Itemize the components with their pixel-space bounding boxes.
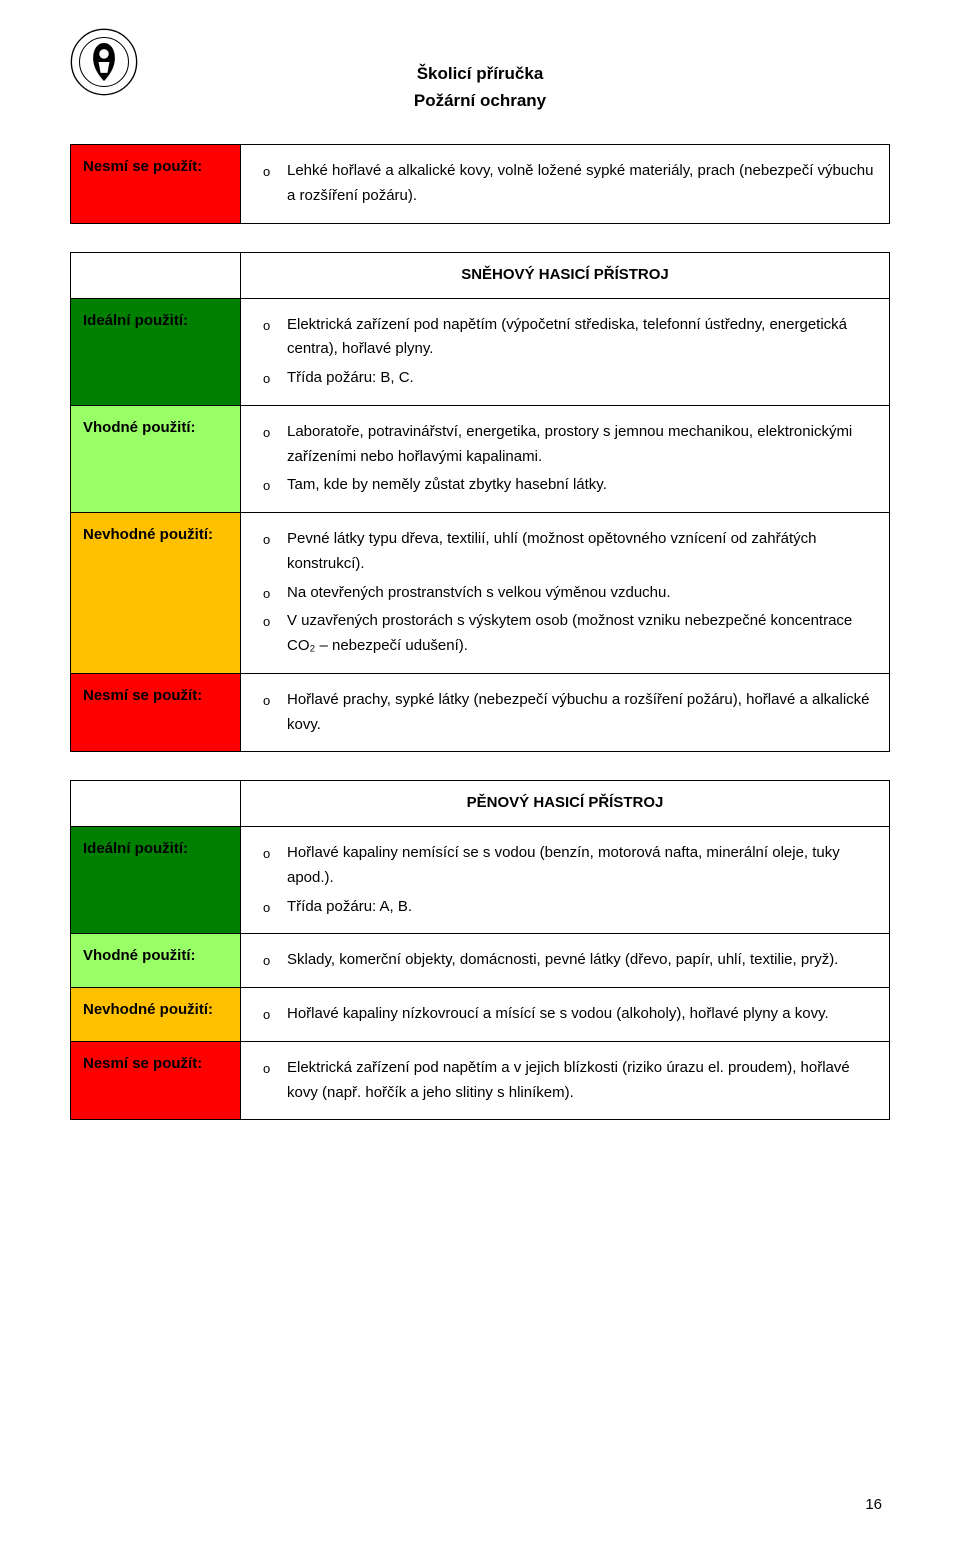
label-text: Ideální použití: [83, 840, 188, 857]
title-left-empty [71, 252, 241, 298]
list-item: oTam, kde by neměly zůstat zbytky hasebn… [253, 473, 877, 498]
list-item: oV uzavřených prostorách s výskytem osob… [253, 609, 877, 659]
bullet-icon: o [253, 1002, 287, 1025]
row-label-nesmi: Nesmí se použít: [71, 673, 241, 752]
row-label-idealni: Ideální použití: [71, 827, 241, 934]
header-title-1: Školicí příručka [70, 60, 890, 87]
list-item: oHořlavé kapaliny nemísící se s vodou (b… [253, 841, 877, 891]
list-item: oLaboratoře, potravinářství, energetika,… [253, 420, 877, 470]
table-row: Nevhodné použití: oHořlavé kapaliny nízk… [71, 988, 890, 1042]
header-title-2: Požární ochrany [70, 87, 890, 114]
intro-table: Nesmí se použít: o Lehké hořlavé a alkal… [70, 144, 890, 224]
bullet-text: Na otevřených prostranstvích s velkou vý… [287, 581, 877, 606]
table-row: Ideální použití: oHořlavé kapaliny nemís… [71, 827, 890, 934]
label-text: Vhodné použití: [83, 419, 195, 436]
document-header: Školicí příručka Požární ochrany [70, 60, 890, 114]
bullet-text: Hořlavé prachy, sypké látky (nebezpečí v… [287, 688, 877, 738]
bullet-text: Tam, kde by neměly zůstat zbytky hasební… [287, 473, 877, 498]
bullet-text: Sklady, komerční objekty, domácnosti, pe… [287, 948, 877, 973]
list-item: oNa otevřených prostranstvích s velkou v… [253, 581, 877, 606]
bullet-icon: o [253, 527, 287, 550]
row-label-vhodne: Vhodné použití: [71, 405, 241, 512]
row-content: oElektrická zařízení pod napětím a v jej… [241, 1041, 890, 1120]
list-item: oHořlavé kapaliny nízkovroucí a mísící s… [253, 1002, 877, 1027]
bullet-text: Třída požáru: A, B. [287, 895, 877, 920]
table-row: Nevhodné použití: oPevné látky typu dřev… [71, 513, 890, 674]
title-row: SNĚHOVÝ HASICÍ PŘÍSTROJ [71, 252, 890, 298]
bullet-icon: o [253, 473, 287, 496]
table-row: Nesmí se použít: oHořlavé prachy, sypké … [71, 673, 890, 752]
title-left-empty [71, 781, 241, 827]
bullet-icon: o [253, 366, 287, 389]
row-content: oHořlavé kapaliny nízkovroucí a mísící s… [241, 988, 890, 1042]
foam-extinguisher-table: PĚNOVÝ HASICÍ PŘÍSTROJ Ideální použití: … [70, 780, 890, 1120]
table-title: SNĚHOVÝ HASICÍ PŘÍSTROJ [241, 252, 890, 298]
bullet-text: Laboratoře, potravinářství, energetika, … [287, 420, 877, 470]
label-text: Nevhodné použití: [83, 1001, 213, 1018]
title-row: PĚNOVÝ HASICÍ PŘÍSTROJ [71, 781, 890, 827]
row-label-idealni: Ideální použití: [71, 298, 241, 405]
bullet-text: Hořlavé kapaliny nemísící se s vodou (be… [287, 841, 877, 891]
table-title: PĚNOVÝ HASICÍ PŘÍSTROJ [241, 781, 890, 827]
page-number: 16 [865, 1496, 882, 1513]
row-content: oHořlavé kapaliny nemísící se s vodou (b… [241, 827, 890, 934]
bullet-icon: o [253, 609, 287, 632]
label-text: Nesmí se použít: [83, 687, 202, 704]
list-item: oHořlavé prachy, sypké látky (nebezpečí … [253, 688, 877, 738]
bullet-icon: o [253, 895, 287, 918]
list-item: oSklady, komerční objekty, domácnosti, p… [253, 948, 877, 973]
row-label-nevhodne: Nevhodné použití: [71, 988, 241, 1042]
table-row: Nesmí se použít: oElektrická zařízení po… [71, 1041, 890, 1120]
row-content: o Lehké hořlavé a alkalické kovy, volně … [241, 145, 890, 224]
list-item: oTřída požáru: B, C. [253, 366, 877, 391]
list-item: oTřída požáru: A, B. [253, 895, 877, 920]
bullet-icon: o [253, 420, 287, 443]
bullet-text: Lehké hořlavé a alkalické kovy, volně lo… [287, 159, 877, 209]
list-item: o Lehké hořlavé a alkalické kovy, volně … [253, 159, 877, 209]
list-item: oElektrická zařízení pod napětím (výpoče… [253, 313, 877, 363]
row-content: oHořlavé prachy, sypké látky (nebezpečí … [241, 673, 890, 752]
bullet-text: Elektrická zařízení pod napětím (výpočet… [287, 313, 877, 363]
bullet-text: V uzavřených prostorách s výskytem osob … [287, 609, 877, 659]
row-content: oSklady, komerční objekty, domácnosti, p… [241, 934, 890, 988]
row-label-vhodne: Vhodné použití: [71, 934, 241, 988]
table-row: Vhodné použití: oSklady, komerční objekt… [71, 934, 890, 988]
label-text: Nesmí se použít: [83, 158, 202, 175]
table-row: Ideální použití: oElektrická zařízení po… [71, 298, 890, 405]
row-label-nesmi: Nesmí se použít: [71, 145, 241, 224]
bullet-icon: o [253, 313, 287, 336]
bullet-text: Třída požáru: B, C. [287, 366, 877, 391]
bullet-text: Elektrická zařízení pod napětím a v jeji… [287, 1056, 877, 1106]
row-label-nevhodne: Nevhodné použití: [71, 513, 241, 674]
university-seal-icon [70, 28, 138, 96]
row-content: oElektrická zařízení pod napětím (výpoče… [241, 298, 890, 405]
bullet-icon: o [253, 581, 287, 604]
bullet-icon: o [253, 1056, 287, 1079]
table-row: Nesmí se použít: o Lehké hořlavé a alkal… [71, 145, 890, 224]
page: Školicí příručka Požární ochrany Nesmí s… [0, 0, 960, 1549]
label-text: Ideální použití: [83, 312, 188, 329]
bullet-icon: o [253, 159, 287, 182]
label-text: Nesmí se použít: [83, 1055, 202, 1072]
snow-extinguisher-table: SNĚHOVÝ HASICÍ PŘÍSTROJ Ideální použití:… [70, 252, 890, 753]
bullet-text: Pevné látky typu dřeva, textilií, uhlí (… [287, 527, 877, 577]
list-item: oElektrická zařízení pod napětím a v jej… [253, 1056, 877, 1106]
table-row: Vhodné použití: oLaboratoře, potravinářs… [71, 405, 890, 512]
bullet-text: Hořlavé kapaliny nízkovroucí a mísící se… [287, 1002, 877, 1027]
label-text: Nevhodné použití: [83, 526, 213, 543]
row-label-nesmi: Nesmí se použít: [71, 1041, 241, 1120]
row-content: oLaboratoře, potravinářství, energetika,… [241, 405, 890, 512]
bullet-icon: o [253, 841, 287, 864]
bullet-icon: o [253, 948, 287, 971]
label-text: Vhodné použití: [83, 947, 195, 964]
row-content: oPevné látky typu dřeva, textilií, uhlí … [241, 513, 890, 674]
bullet-icon: o [253, 688, 287, 711]
list-item: oPevné látky typu dřeva, textilií, uhlí … [253, 527, 877, 577]
